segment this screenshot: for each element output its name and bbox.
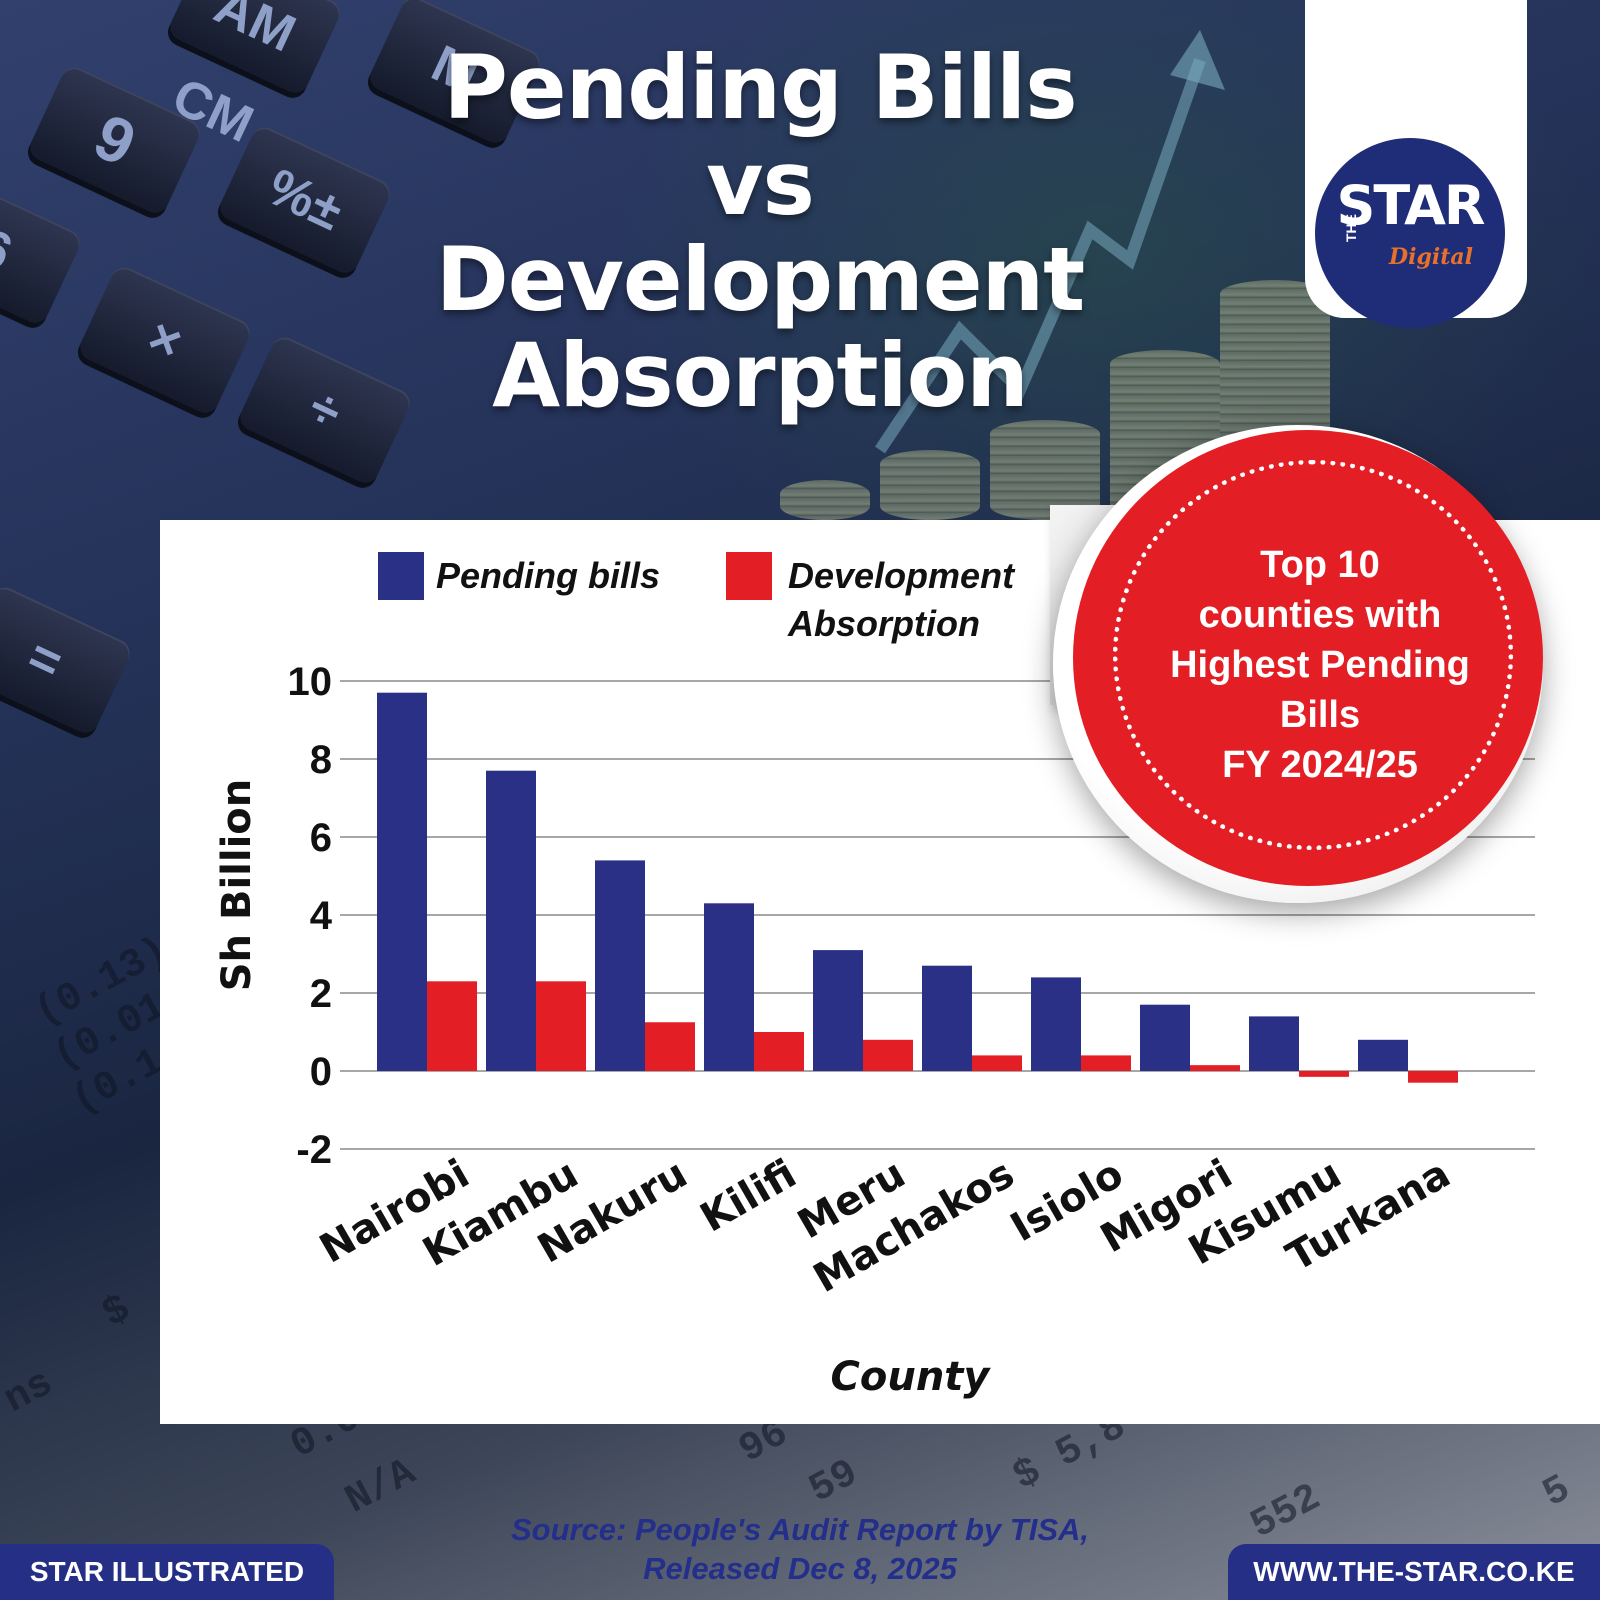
- logo-digital-text: Digital: [1389, 244, 1473, 270]
- footer-website-link[interactable]: WWW.THE-STAR.CO.KE: [1228, 1544, 1600, 1600]
- source-line: Released Dec 8, 2025: [643, 1551, 957, 1586]
- legend-label-development-absorption: Development Absorption: [788, 555, 1015, 644]
- y-tick-label: -2: [296, 1128, 332, 1172]
- bar-development-absorption: [1408, 1071, 1458, 1083]
- logo-star-text: STAR: [1336, 174, 1486, 237]
- bar-pending-bills: [922, 965, 972, 1071]
- bar-pending-bills: [813, 950, 863, 1071]
- y-tick-label: 8: [310, 738, 332, 782]
- bar-development-absorption: [1299, 1071, 1349, 1077]
- page-title: Pending Bills vs Development Absorption: [300, 40, 1220, 424]
- bar-development-absorption: [1190, 1065, 1240, 1071]
- bar-development-absorption: [536, 981, 586, 1071]
- legend-label-pending-bills: Pending bills: [436, 555, 661, 596]
- coin-stacks-decoration: [780, 250, 1330, 520]
- y-tick-label: 6: [310, 816, 332, 860]
- growth-arrow-decoration: [875, 30, 1225, 454]
- y-tick-label: 2: [310, 972, 332, 1016]
- bar-development-absorption: [972, 1055, 1022, 1071]
- bar-pending-bills: [1358, 1039, 1408, 1071]
- x-tick-label: Kilifi: [693, 1151, 804, 1242]
- sticker-text: Top 10 counties with Highest Pending Bil…: [1170, 544, 1470, 786]
- legend-swatch-development-absorption: [726, 552, 772, 600]
- star-digital-logo: THE STAR Digital: [1315, 138, 1505, 328]
- bar-pending-bills: [1249, 1016, 1299, 1071]
- bar-pending-bills: [486, 770, 536, 1071]
- bar-pending-bills: [704, 903, 754, 1071]
- sticker-dotted-border: [1113, 460, 1513, 850]
- source-line: Source: People's Audit Report by TISA,: [510, 1512, 1090, 1547]
- source-note: Source: People's Audit Report by TISA, R…: [400, 1510, 1200, 1588]
- bar-pending-bills: [1140, 1004, 1190, 1071]
- bar-pending-bills: [1031, 977, 1081, 1071]
- legend-swatch-pending-bills: [378, 552, 424, 600]
- title-line: vs: [706, 132, 815, 235]
- bar-development-absorption: [754, 1032, 804, 1071]
- y-tick-label: 4: [310, 894, 333, 938]
- bar-pending-bills: [377, 692, 427, 1071]
- bar-development-absorption: [1081, 1055, 1131, 1071]
- y-axis-title: Sh Billion: [214, 779, 260, 992]
- title-line: Development: [435, 228, 1085, 331]
- title-line: Pending Bills: [443, 36, 1077, 139]
- y-tick-label: 0: [310, 1050, 332, 1094]
- x-axis-title: County: [831, 1354, 992, 1400]
- y-tick-label: 10: [288, 660, 333, 704]
- bar-development-absorption: [427, 981, 477, 1071]
- bar-development-absorption: [863, 1039, 913, 1071]
- bar-development-absorption: [645, 1022, 695, 1071]
- title-line: Absorption: [492, 324, 1029, 427]
- bar-pending-bills: [595, 860, 645, 1071]
- footer-star-illustrated: STAR ILLUSTRATED: [0, 1544, 334, 1600]
